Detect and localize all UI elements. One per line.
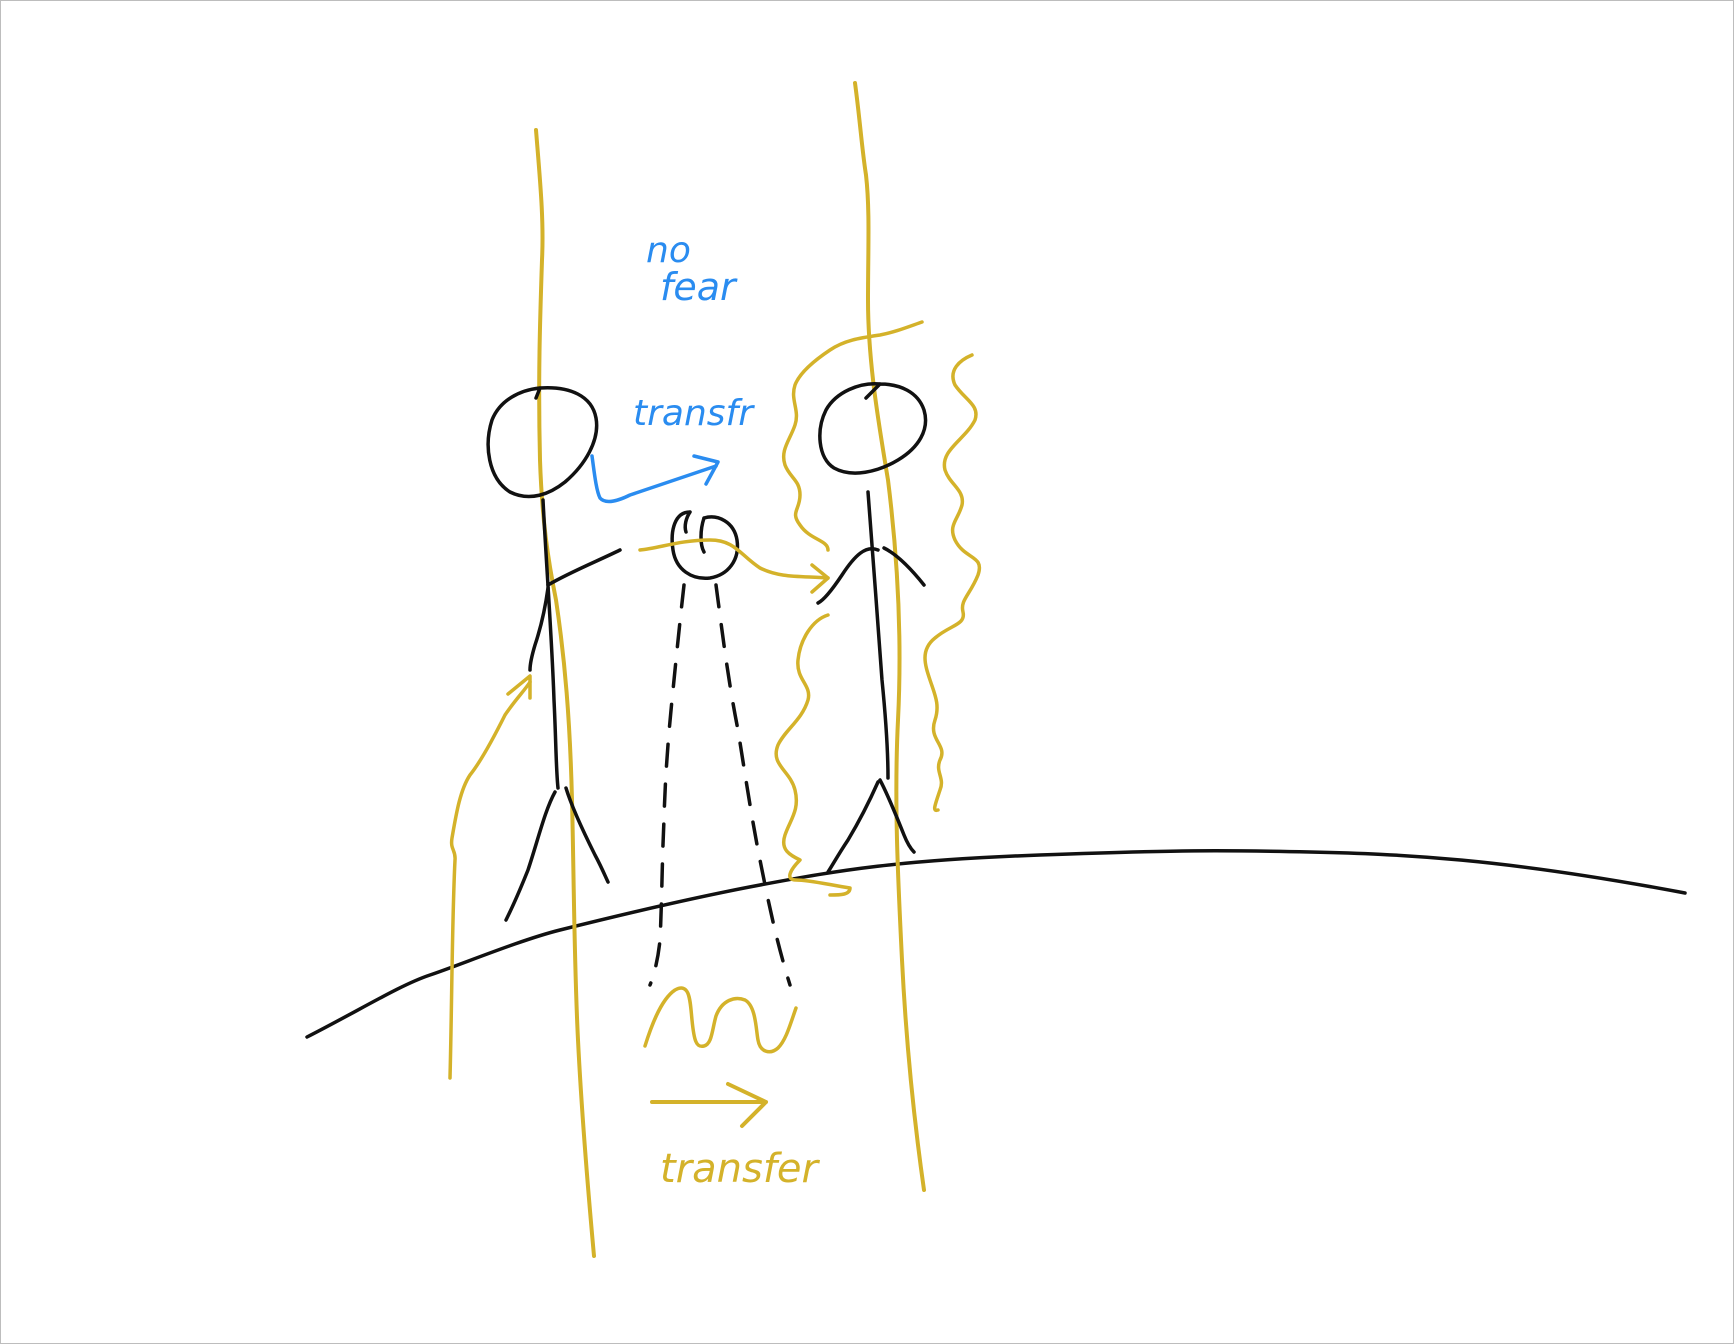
person-right-arm-left [816, 547, 880, 605]
ground-line [305, 849, 1687, 1039]
gold-pillar-right [853, 81, 926, 1192]
person-right-head [818, 382, 928, 475]
person-left-head [486, 386, 599, 499]
person-right-arm-right [882, 546, 926, 587]
gold-wave-symbol [643, 986, 798, 1054]
gold-upward-arrowhead [506, 674, 532, 700]
person-left-arm-left [528, 586, 550, 672]
gold-transfer-arc-arrowhead [810, 563, 830, 594]
creature-trail-right [714, 583, 792, 987]
person-right [816, 382, 928, 874]
small-creature [648, 510, 792, 987]
label-transfer-gold: transfer [660, 1146, 821, 1192]
label-fear: fear [660, 265, 738, 309]
person-left-leg-right [564, 786, 610, 884]
person-right-leg-right [878, 778, 916, 854]
label-no: no [646, 230, 691, 271]
creature-trail-left [648, 583, 686, 987]
gold-bottom-arrow [650, 1082, 768, 1128]
label-transfer-blue: transfr [633, 393, 755, 434]
person-left-body [541, 498, 560, 790]
person-left-leg-left [504, 790, 557, 922]
blue-transfer-arrow [590, 454, 718, 504]
person-left [486, 386, 622, 922]
gold-pillar-left [534, 128, 596, 1258]
gold-transfer-arc [638, 538, 830, 580]
gold-upward-arrow [448, 680, 532, 1080]
gold-aura-right-person [774, 320, 982, 897]
person-right-leg-left [826, 780, 880, 874]
blue-transfer-arrowhead [692, 454, 720, 486]
person-left-arm-right [546, 548, 622, 587]
person-right-body [866, 490, 890, 780]
small-creature-head [670, 510, 740, 580]
